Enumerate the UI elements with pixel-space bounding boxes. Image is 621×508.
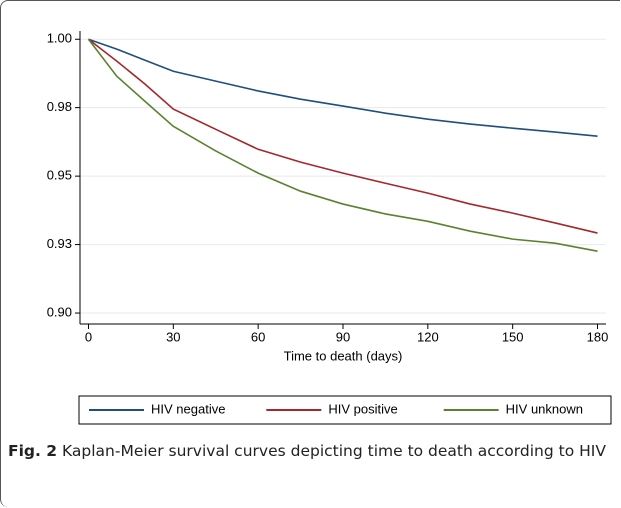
x-tick-label: 0 (85, 329, 92, 344)
caption-text: Kaplan-Meier survival curves depicting t… (62, 442, 606, 460)
y-tick-label: 0.98 (47, 99, 72, 114)
survival-curve (88, 38, 598, 137)
caption: Fig. 2 Kaplan-Meier survival curves depi… (8, 439, 608, 463)
y-tick-label: 1.00 (47, 31, 72, 46)
x-tick-label: 60 (251, 329, 265, 344)
legend-label: HIV negative (151, 401, 225, 416)
y-tick-label: 0.95 (47, 168, 72, 183)
y-tick-label: 0.90 (47, 304, 72, 319)
legend-box (78, 395, 612, 425)
x-tick-label: 150 (502, 329, 524, 344)
y-tick-label: 0.93 (47, 236, 72, 251)
x-tick-label: 180 (587, 329, 609, 344)
x-tick-label: 120 (417, 329, 439, 344)
legend-label: HIV positive (328, 401, 397, 416)
survival-curve (87, 38, 598, 252)
survival-curve (87, 38, 598, 234)
legend-label: HIV unknown (506, 401, 583, 416)
x-axis-label: Time to death (days) (284, 348, 403, 363)
caption-label: Fig. 2 (8, 442, 58, 460)
x-tick-label: 30 (166, 329, 180, 344)
x-tick-label: 90 (336, 329, 350, 344)
